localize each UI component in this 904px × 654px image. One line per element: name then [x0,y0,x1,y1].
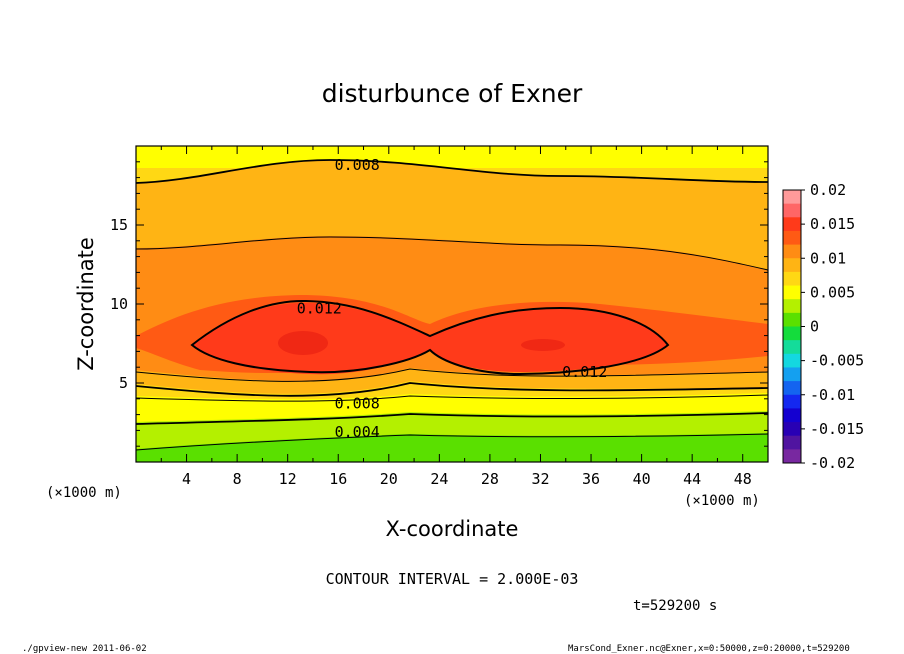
colorbar-swatch [783,408,801,423]
colorbar [783,190,801,464]
colorbar-swatch [783,394,801,409]
colorbar-labels: 0.02 0.015 0.01 0.005 0 -0.005 -0.01 -0.015 -0.0… [801,181,864,472]
colorbar-swatch [783,285,801,300]
colorbar-swatch [783,258,801,273]
colorbar-swatch [783,271,801,287]
x-tick-label: 48 [734,470,752,488]
colorbar-swatch [783,326,801,341]
colorbar-tick-label: 0.015 [810,215,855,233]
colorbar-swatch [783,203,801,218]
colorbar-swatch [783,449,801,464]
y-tick-label: 5 [119,374,128,392]
y-axis: 5 10 15 [110,161,768,447]
contour-label: 0.008 [335,156,380,174]
chart-title: disturbunce of Exner [322,79,583,108]
contour-line-010-top [136,236,768,271]
y-tick-label: 15 [110,216,128,234]
x-tick-label: 44 [683,470,701,488]
contour-line-002 [136,433,768,451]
colorbar-tick-label: -0.015 [810,420,864,438]
colorbar-tick-label: -0.005 [810,352,864,370]
colorbar-tick-label: -0.02 [810,454,855,472]
contour-label-group: 0.008 0.012 0.012 0.008 0.004 [297,156,608,441]
contour-label: 0.004 [335,423,380,441]
colorbar-swatch [783,299,801,314]
x-tick-label: 24 [430,470,448,488]
colorbar-tick-label: 0.01 [810,249,846,267]
x-tick-label: 36 [582,470,600,488]
contour-line-010-bottom [136,368,768,382]
x-tick-label: 12 [279,470,297,488]
colorbar-swatch [783,244,801,259]
x-axis-unit: (×1000 m) [684,493,760,509]
contour-interval-text: CONTOUR INTERVAL = 2.000E-03 [326,570,579,588]
x-axis: 4 8 12 16 20 24 28 32 36 40 44 48 [160,146,752,488]
contour-line-006-bottom [136,394,768,402]
x-tick-label: 4 [182,470,191,488]
contour-lines [136,159,768,451]
colorbar-tick-label: -0.01 [810,386,855,404]
y-axis-unit: (×1000 m) [46,485,122,501]
contour-label: 0.012 [297,300,342,318]
shade-peak-right [521,339,565,351]
colorbar-swatch [783,435,801,450]
colorbar-swatch [783,367,801,382]
colorbar-tick-label: 0.02 [810,181,846,199]
program-info: ./gpview-new 2011-06-02 [22,644,147,654]
shade-level-012b [192,302,668,375]
contour-line-008-bottom [136,382,768,397]
x-tick-label: 32 [531,470,549,488]
colorbar-swatch [783,230,801,246]
x-tick-label: 40 [633,470,651,488]
colorbar-swatch [783,340,801,355]
colorbar-swatch [783,190,801,205]
y-axis-title: Z-coordinate [74,237,98,371]
contour-label: 0.008 [335,395,380,413]
colorbar-tick-label: 0 [810,318,819,336]
colorbar-frame [782,189,802,464]
colorbar-swatch [783,353,801,368]
contour-line-012 [190,299,670,376]
colorbar-swatch [783,381,801,396]
colorbar-swatch [783,422,801,437]
x-axis-title: X-coordinate [386,517,519,541]
colorbar-swatch [783,217,801,232]
x-tick-label: 16 [329,470,347,488]
colorbar-tick-label: 0.005 [810,283,855,301]
contour-label: 0.012 [562,363,607,381]
shade-peak-left [278,331,328,355]
data-source: MarsCond_Exner.nc@Exner,x=0:50000,z=0:20… [568,644,850,654]
x-tick-label: 20 [380,470,398,488]
contour-line-008-top [136,159,768,184]
colorbar-swatch [783,312,801,327]
y-tick-label: 10 [110,295,128,313]
time-stamp: t=529200 s [633,598,717,614]
x-tick-label: 8 [233,470,242,488]
x-tick-label: 28 [481,470,499,488]
filled-contours [136,146,768,462]
contour-line-004 [136,412,768,425]
